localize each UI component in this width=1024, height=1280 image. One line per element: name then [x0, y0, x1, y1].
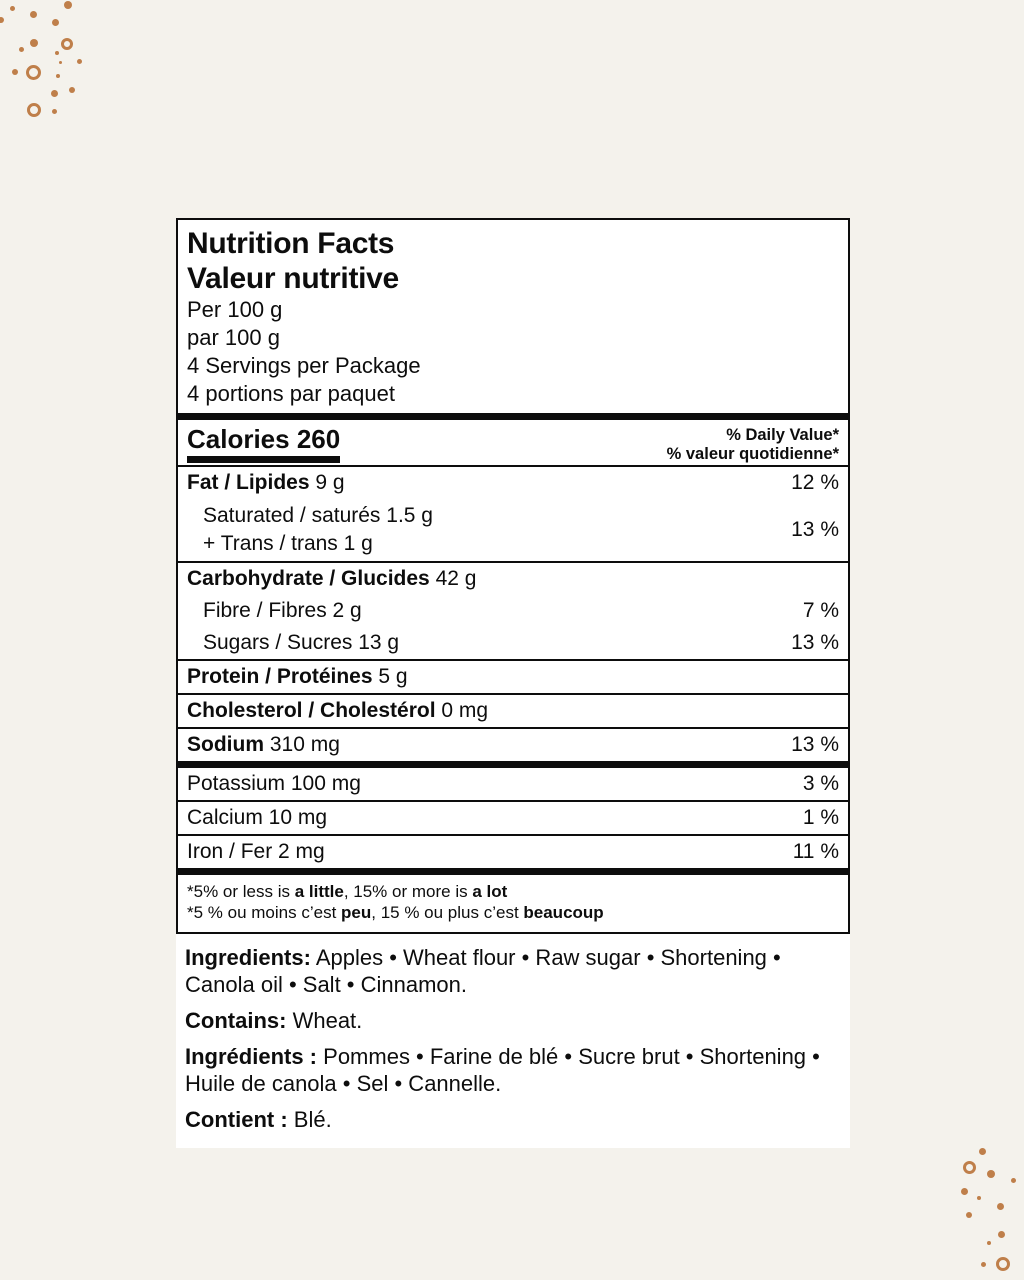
- decorative-dot: [30, 39, 38, 47]
- decorative-dot: [30, 11, 37, 18]
- nutrient-row-cholesterol: Cholesterol / Cholestérol 0 mg: [178, 693, 848, 727]
- nutrient-name: Potassium 100 mg: [187, 772, 361, 795]
- nutrient-row-calcium: Calcium 10 mg 1 %: [178, 800, 848, 834]
- nutrient-name: Iron / Fer 2 mg: [187, 840, 325, 863]
- nutrient-row-potassium: Potassium 100 mg 3 %: [178, 768, 848, 800]
- nutrient-name: Calcium 10 mg: [187, 806, 328, 829]
- title-english: Nutrition Facts: [187, 227, 395, 260]
- footnote-english: *5% or less is a little, 15% or more is …: [187, 882, 508, 901]
- decorative-dot: [966, 1212, 972, 1218]
- nutrient-name: Cholesterol / Cholestérol 0 mg: [187, 699, 489, 722]
- decorative-dot: [56, 74, 60, 78]
- nutrient-name: Sugars / Sucres 13 g: [203, 631, 400, 654]
- decorative-dot: [52, 19, 59, 26]
- ingredients-panel: Ingredients: Apples • Wheat flour • Raw …: [176, 934, 850, 1148]
- decorative-dot: [52, 109, 57, 114]
- serving-size-fr: par 100 g: [187, 325, 280, 350]
- decorative-dot: [979, 1148, 986, 1155]
- nutrient-dv: 1 %: [802, 806, 839, 829]
- decorative-dot: [77, 59, 82, 64]
- nutrient-row-fat: Fat / Lipides 9 g 12 %: [178, 465, 848, 499]
- footnote-french: *5 % ou moins c’est peu, 15 % ou plus c’…: [187, 903, 604, 922]
- decorative-dot: [981, 1262, 986, 1267]
- nutrient-name: Fibre / Fibres 2 g: [203, 599, 362, 622]
- decorative-ring: [27, 103, 41, 117]
- nutrient-name: Carbohydrate / Glucides 42 g: [187, 567, 477, 590]
- decorative-ring: [26, 65, 41, 80]
- label-header: Nutrition Facts Valeur nutritive Per 100…: [178, 220, 848, 408]
- nutrient-row-sugars: Sugars / Sucres 13 g 13 %: [178, 627, 848, 659]
- decorative-dot: [59, 61, 62, 64]
- thick-divider: [178, 413, 848, 420]
- decorative-dot: [12, 69, 18, 75]
- decorative-dot: [961, 1188, 968, 1195]
- contains-english: Contains: Wheat.: [185, 1008, 363, 1033]
- ingredients-french: Ingrédients : Pommes • Farine de blé • S…: [185, 1044, 820, 1096]
- nutrient-name: Sodium 310 mg: [187, 733, 340, 756]
- decorative-dot: [998, 1231, 1005, 1238]
- serving-size-en: Per 100 g: [187, 297, 283, 322]
- daily-value-header-fr: % valeur quotidienne*: [666, 445, 839, 463]
- decorative-dot: [0, 17, 4, 23]
- nutrient-row-sodium: Sodium 310 mg 13 %: [178, 727, 848, 761]
- nutrient-row-carbohydrate: Carbohydrate / Glucides 42 g: [178, 561, 848, 595]
- nutrient-dv: 7 %: [802, 599, 839, 622]
- nutrient-name: Fat / Lipides 9 g: [187, 471, 345, 494]
- decorative-dot: [69, 87, 75, 93]
- nutrient-dv: 3 %: [802, 772, 839, 795]
- decorative-dot: [1011, 1178, 1016, 1183]
- nutrient-dv: 12 %: [791, 471, 839, 494]
- daily-value-header-en: % Daily Value*: [726, 426, 839, 444]
- servings-per-package-en: 4 Servings per Package: [187, 353, 421, 378]
- decorative-ring: [61, 38, 73, 50]
- daily-value-header: % Daily Value* % valeur quotidienne*: [667, 424, 839, 464]
- decorative-dot: [19, 47, 24, 52]
- decorative-dot: [51, 90, 58, 97]
- decorative-ring: [963, 1161, 976, 1174]
- nutrition-label-column: Nutrition Facts Valeur nutritive Per 100…: [176, 218, 850, 1148]
- decorative-dot: [55, 51, 59, 55]
- decorative-dot: [64, 1, 72, 9]
- thick-divider: [178, 761, 848, 768]
- decorative-dot: [997, 1203, 1004, 1210]
- nutrient-dv: 13 %: [791, 733, 839, 756]
- servings-per-package-fr: 4 portions par paquet: [187, 381, 395, 406]
- nutrient-dv: 13 %: [791, 518, 839, 541]
- decorative-dot: [987, 1241, 991, 1245]
- nutrient-name: Protein / Protéines 5 g: [187, 665, 408, 688]
- calories-section: Calories 260 % Daily Value* % valeur quo…: [178, 420, 848, 465]
- nutrient-row-iron: Iron / Fer 2 mg 11 %: [178, 834, 848, 868]
- nutrient-row-protein: Protein / Protéines 5 g: [178, 659, 848, 693]
- nutrient-name: Saturated / saturés 1.5 g + Trans / tran…: [203, 504, 433, 555]
- decorative-dot: [987, 1170, 995, 1178]
- title-french: Valeur nutritive: [187, 262, 399, 295]
- ingredients-english: Ingredients: Apples • Wheat flour • Raw …: [185, 945, 781, 997]
- nutrient-dv: 11 %: [792, 840, 839, 863]
- contains-french: Contient : Blé.: [185, 1107, 332, 1132]
- thick-divider: [178, 868, 848, 875]
- nutrient-dv: 13 %: [791, 631, 839, 654]
- decorative-dot: [977, 1196, 981, 1200]
- decorative-ring: [996, 1257, 1010, 1271]
- nutrition-facts-box: Nutrition Facts Valeur nutritive Per 100…: [176, 218, 850, 934]
- nutrient-row-fibre: Fibre / Fibres 2 g 7 %: [178, 595, 848, 627]
- calories-value: Calories 260: [187, 424, 341, 465]
- daily-value-footnote: *5% or less is a little, 15% or more is …: [178, 875, 848, 932]
- nutrient-row-saturated-trans: Saturated / saturés 1.5 g + Trans / tran…: [178, 499, 848, 561]
- decorative-dot: [10, 6, 15, 11]
